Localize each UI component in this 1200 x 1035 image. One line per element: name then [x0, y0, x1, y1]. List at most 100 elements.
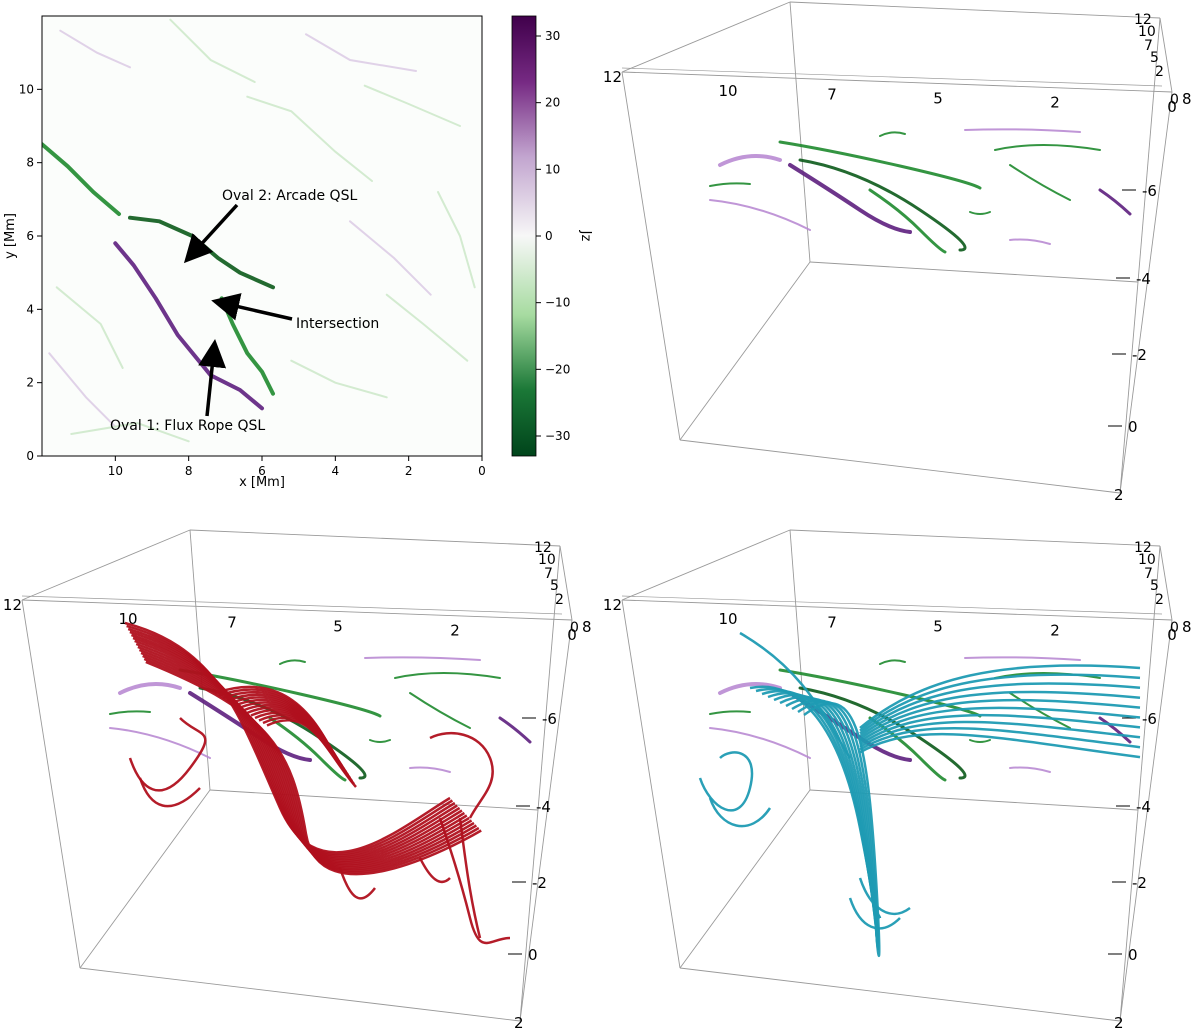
box-edge-back-left [789, 1, 811, 263]
box-edge-top-front-inner [21, 595, 563, 615]
current-sheet [709, 710, 751, 715]
colorbar-tick-label: −20 [545, 362, 570, 376]
box-edge-top-back [789, 529, 1161, 547]
current-sheet [879, 131, 906, 137]
y-tick-label: 2 [26, 376, 34, 390]
current-sheet [868, 716, 947, 782]
diagonal-green-qsl-sheet [42, 142, 121, 216]
corner-axis-tick-label: 5 [1150, 578, 1159, 594]
current-sheet [788, 163, 912, 234]
current-sheet [409, 692, 471, 729]
faint-current-filament [59, 29, 131, 69]
box-edge-back-left [189, 529, 211, 791]
top-axis-tick-label: 2 [1050, 622, 1060, 640]
side-axis-tick-label: -6 [1142, 710, 1157, 728]
box-edge-bottom-left [679, 789, 811, 969]
x-tick-label: 8 [185, 464, 193, 478]
current-sheet [868, 188, 947, 254]
side-axis-tick-label: 0 [1128, 946, 1138, 964]
magnetic-field-line [418, 857, 451, 884]
current-sheet [268, 716, 347, 782]
box-edge-top-right [559, 545, 573, 621]
current-sheet [1009, 692, 1071, 729]
faint-current-filament [349, 220, 432, 296]
faint-current-filament [48, 352, 117, 428]
side-axis-tick-label: 8 [1182, 90, 1192, 108]
magnetic-field-line [859, 732, 1141, 759]
annotation-arrow [211, 293, 293, 321]
corner-axis-tick-label: 0 [570, 620, 579, 636]
box-edge-top-back [189, 529, 561, 547]
magnetic-field-line [438, 817, 511, 945]
corner-axis-tick-label: 0 [1170, 620, 1179, 636]
box-edge-top-left [621, 529, 791, 601]
box-edge-bottom-back [209, 789, 539, 811]
side-axis-tick-label: -4 [1136, 270, 1151, 288]
current-sheet [964, 128, 1081, 133]
side-axis-tick-label: 2 [1114, 1014, 1124, 1032]
magnetic-field-line [859, 720, 1141, 748]
corner-axis-tick-label: 2 [555, 592, 564, 608]
current-sheet [969, 739, 991, 743]
box-edge-bottom-front [679, 439, 1121, 494]
corner-axis-tick-label: 2 [1155, 64, 1164, 80]
box-edge-top-front-inner [621, 595, 1163, 615]
top-axis-tick-label: 10 [718, 82, 737, 100]
side-axis-tick-label: 0 [1128, 418, 1138, 436]
corner-axis-tick-label: 10 [538, 552, 556, 568]
magnetic-field-line [698, 751, 754, 812]
top-axis-tick-label: 0 [567, 626, 577, 644]
side-axis-tick-label: 0 [528, 946, 538, 964]
top-axis-tick-label: 5 [933, 617, 943, 635]
box-edge-bottom-front [79, 967, 521, 1022]
x-axis-label: x [Mm] [239, 475, 285, 490]
current-sheet [879, 659, 906, 665]
side-axis-tick-label: -2 [532, 874, 547, 892]
current-sheet [709, 199, 811, 231]
side-axis-tick-label: 2 [514, 1014, 524, 1032]
box-edge-front-right [519, 619, 573, 1022]
x-tick-label: 6 [258, 464, 266, 478]
box-edge-top-back [789, 1, 1161, 19]
current-sheet [718, 154, 782, 167]
box-edge-top-left [21, 529, 191, 601]
current-sheet [279, 659, 306, 665]
magnetic-field-line [859, 698, 1141, 740]
faint-current-filament [169, 18, 256, 83]
colorbar-tick-label: −30 [545, 429, 570, 443]
box-edge-top-front [21, 599, 573, 621]
annotation-label: Intersection [296, 316, 379, 332]
magnetic-field-line [708, 797, 772, 828]
corner-axis-tick-label: 5 [1150, 50, 1159, 66]
y-tick-label: 8 [26, 156, 34, 170]
corner-axis-tick-label: 0 [1170, 92, 1179, 108]
heatmap-background [42, 16, 482, 456]
current-sheet [718, 682, 782, 695]
y-tick-label: 6 [26, 229, 34, 243]
magnetic-field-line [858, 877, 911, 916]
y-tick-label: 0 [26, 449, 34, 463]
box-edge-top-right [1159, 545, 1173, 621]
magnetic-field-line [458, 817, 482, 939]
magnetic-field-line [859, 682, 1141, 735]
box-edge-top-right [1159, 17, 1173, 93]
top-axis-tick-label: 2 [1050, 94, 1060, 112]
corner-axis-tick-label: 7 [1144, 566, 1153, 582]
top-axis-tick-label: 7 [827, 86, 837, 104]
current-sheet [778, 668, 982, 718]
magnetic-field-line [859, 706, 1141, 743]
current-sheet [709, 727, 811, 759]
side-axis-tick-label: 8 [582, 618, 592, 636]
box-edge-top-front [621, 599, 1173, 621]
colorbar-tick-label: 30 [545, 29, 560, 43]
side-axis-tick-label: -2 [1132, 874, 1147, 892]
box-edge-top-front [621, 71, 1173, 93]
current-sheet [409, 766, 451, 773]
top-axis-tick-label: 7 [227, 614, 237, 632]
current-sheet [969, 211, 991, 215]
magnetic-field-line [338, 867, 376, 900]
magnetic-field-line [145, 660, 482, 876]
